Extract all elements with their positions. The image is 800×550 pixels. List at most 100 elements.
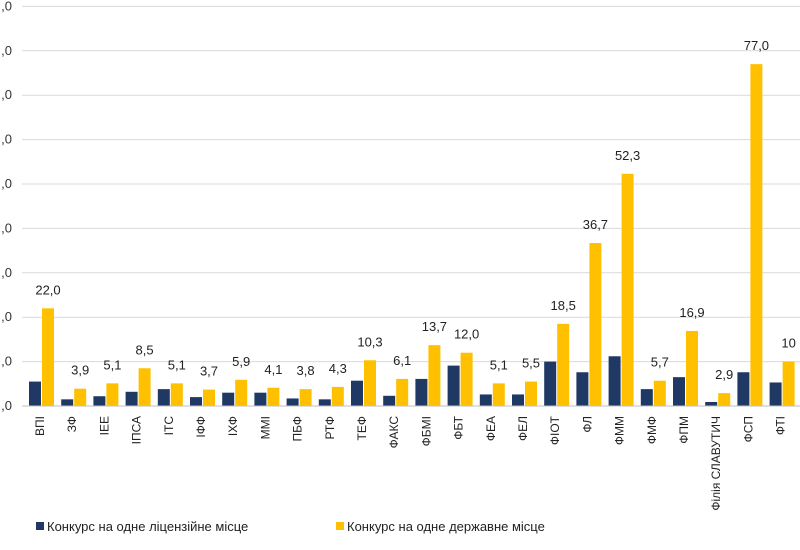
data-label: 10,3 <box>357 334 382 349</box>
data-label: 36,7 <box>583 217 608 232</box>
bar-licensed <box>737 372 750 406</box>
x-tick-label: ФЛ <box>580 416 594 433</box>
y-tick-label: ,0 <box>1 309 12 324</box>
bar-licensed <box>125 391 138 406</box>
bar-licensed <box>61 399 74 406</box>
bars <box>29 64 795 407</box>
data-label: 3,8 <box>297 363 315 378</box>
bar-state <box>589 243 602 406</box>
bar-licensed <box>640 389 653 406</box>
bar-licensed <box>254 392 267 406</box>
x-tick-label: ФЕА <box>484 416 498 441</box>
x-tick-label: ФЕЛ <box>516 416 530 441</box>
x-tick-label: ФСП <box>741 416 755 442</box>
bar-state <box>653 380 666 406</box>
bar-state <box>203 389 215 406</box>
bar-state <box>621 173 634 406</box>
x-tick-label: ЗФ <box>65 416 79 432</box>
data-label: 5,9 <box>232 354 250 369</box>
bar-state <box>364 360 376 406</box>
data-label: 3,7 <box>200 364 218 379</box>
bar-licensed <box>447 365 460 406</box>
bar-licensed <box>544 361 557 406</box>
data-label: 5,5 <box>522 356 540 371</box>
bar-licensed <box>29 381 41 406</box>
bar-state <box>428 345 441 406</box>
y-tick-label: ,0 <box>1 43 12 58</box>
y-tick-label: ,0 <box>1 0 12 13</box>
data-label: 16,9 <box>679 305 704 320</box>
x-tick-label: ІТС <box>162 416 176 436</box>
data-label: 2,9 <box>715 367 733 382</box>
bar-licensed <box>705 402 718 406</box>
x-tick-label: ІФФ <box>194 416 208 438</box>
x-tick-label: РТФ <box>323 416 337 440</box>
bar-state <box>396 378 409 406</box>
data-label: 4,1 <box>264 362 282 377</box>
data-label: 77,0 <box>744 38 769 53</box>
bar-state <box>718 393 731 406</box>
x-tick-label: ФАКС <box>387 416 401 449</box>
x-tick-label: ФБТ <box>452 415 466 439</box>
x-tick-label: ТЕФ <box>355 416 369 440</box>
x-tick-label: ІХФ <box>226 416 240 436</box>
data-label: 10 <box>781 336 795 351</box>
bar-licensed <box>576 372 589 406</box>
data-labels: 22,0 3,9 5,1 8,5 5,1 3,7 5,9 4,1 3,8 4,3 10,3 6,1 13… <box>35 38 795 382</box>
y-tick-label: ,0 <box>1 176 12 191</box>
bar-state <box>331 386 344 406</box>
bar-licensed <box>608 356 621 406</box>
x-tick-label: ІЕЕ <box>97 416 111 435</box>
bar-state <box>74 388 87 406</box>
legend-label-state: Конкурс на одне державне місце <box>347 519 545 534</box>
x-tick-label: ФІОТ <box>548 415 562 445</box>
bar-state <box>170 383 183 406</box>
x-tick-label: ФМФ <box>645 416 659 444</box>
legend-swatch-state <box>336 522 344 530</box>
bar-state <box>299 389 312 406</box>
data-label: 4,3 <box>329 361 347 376</box>
y-tick-label: ,0 <box>1 398 12 413</box>
data-label: 13,7 <box>422 319 447 334</box>
x-tick-label: ФБМІ <box>419 416 433 446</box>
bar-licensed <box>222 392 235 406</box>
data-label: 8,5 <box>136 342 154 357</box>
bar-state <box>42 308 54 406</box>
bar-licensed <box>318 399 331 406</box>
x-tick-label: Філія СЛАВУТИЧ <box>709 416 723 511</box>
x-axis-ticks: ВПІ ЗФ ІЕЕ ІПСА ІТС ІФФ ІХФ ММІ ПБФ РТФ ТЕФ ФАКС ФБМ… <box>33 415 788 510</box>
bar-state <box>686 330 698 406</box>
y-axis-ticks: ,0 ,0 ,0 ,0 ,0 ,0 ,0 ,0 ,0 ,0 <box>1 0 12 413</box>
data-label: 22,0 <box>35 282 60 297</box>
gridlines <box>22 5 800 363</box>
data-label: 5,7 <box>651 355 669 370</box>
legend-label-licensed: Конкурс на одне ліцензійне місце <box>47 519 248 534</box>
bar-licensed <box>673 377 685 406</box>
data-label: 5,1 <box>103 357 121 372</box>
data-label: 5,1 <box>490 357 508 372</box>
bar-state <box>267 387 280 406</box>
data-label: 52,3 <box>615 148 640 163</box>
data-label: 12,0 <box>454 327 479 342</box>
bar-licensed <box>93 396 106 406</box>
bar-state <box>782 361 795 406</box>
data-label: 3,9 <box>71 363 89 378</box>
y-tick-label: ,0 <box>1 354 12 369</box>
data-label: 18,5 <box>551 298 576 313</box>
bar-licensed <box>157 389 170 406</box>
bar-licensed <box>351 380 363 406</box>
bar-licensed <box>415 378 428 406</box>
x-tick-label: ІПСА <box>130 416 144 444</box>
y-tick-label: ,0 <box>1 220 12 235</box>
bar-state <box>460 352 473 406</box>
bar-licensed <box>479 394 492 406</box>
x-tick-label: ФПМ <box>677 416 691 444</box>
y-tick-label: ,0 <box>1 87 12 102</box>
bar-state <box>138 368 151 406</box>
legend-swatch-licensed <box>36 522 44 530</box>
y-tick-label: ,0 <box>1 265 12 280</box>
bar-licensed <box>286 398 299 406</box>
bar-licensed <box>190 397 202 406</box>
data-label: 6,1 <box>393 353 411 368</box>
